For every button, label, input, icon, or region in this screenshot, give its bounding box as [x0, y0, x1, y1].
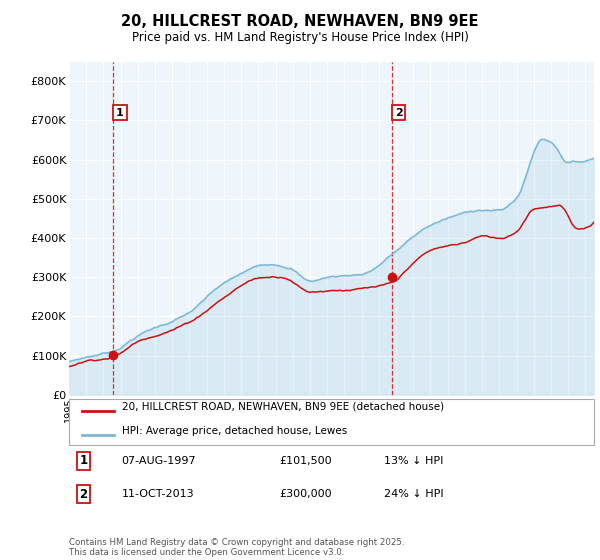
- Text: £101,500: £101,500: [279, 456, 332, 466]
- Text: 20, HILLCREST ROAD, NEWHAVEN, BN9 9EE: 20, HILLCREST ROAD, NEWHAVEN, BN9 9EE: [121, 14, 479, 29]
- Text: Contains HM Land Registry data © Crown copyright and database right 2025.
This d: Contains HM Land Registry data © Crown c…: [69, 538, 404, 557]
- Text: 24% ↓ HPI: 24% ↓ HPI: [384, 489, 443, 500]
- Text: 07-AUG-1997: 07-AUG-1997: [121, 456, 196, 466]
- Text: 11-OCT-2013: 11-OCT-2013: [121, 489, 194, 500]
- Text: 13% ↓ HPI: 13% ↓ HPI: [384, 456, 443, 466]
- Text: 1: 1: [79, 454, 88, 468]
- FancyBboxPatch shape: [69, 399, 594, 445]
- Text: HPI: Average price, detached house, Lewes: HPI: Average price, detached house, Lewe…: [121, 426, 347, 436]
- Text: 1: 1: [116, 108, 124, 118]
- Text: 2: 2: [79, 488, 88, 501]
- Text: Price paid vs. HM Land Registry's House Price Index (HPI): Price paid vs. HM Land Registry's House …: [131, 31, 469, 44]
- Text: £300,000: £300,000: [279, 489, 332, 500]
- Text: 2: 2: [395, 108, 403, 118]
- Text: 20, HILLCREST ROAD, NEWHAVEN, BN9 9EE (detached house): 20, HILLCREST ROAD, NEWHAVEN, BN9 9EE (d…: [121, 402, 443, 412]
